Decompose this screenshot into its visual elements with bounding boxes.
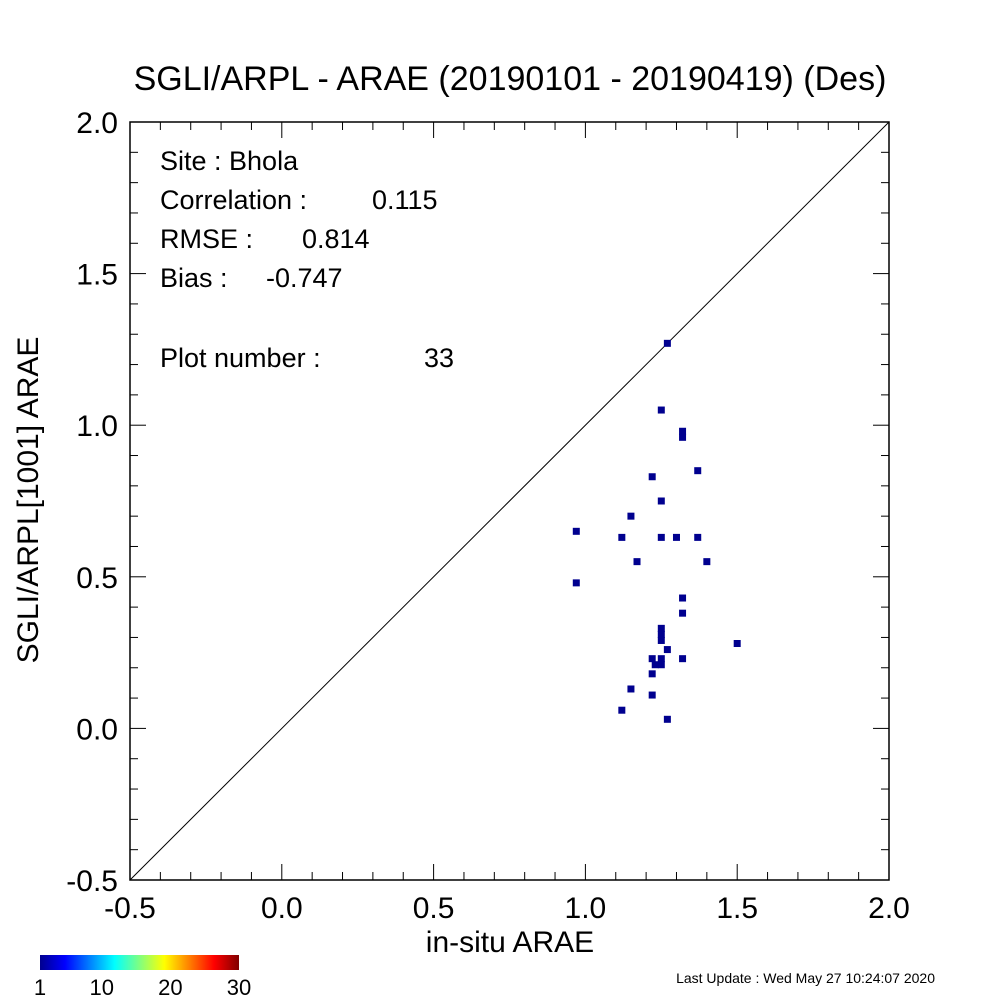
colorbar-tick-labels: 1 10 20 30: [34, 975, 251, 1000]
one-to-one-line: [130, 122, 889, 880]
plot-number-value: 33: [424, 343, 454, 373]
site-label: Site : Bhola: [160, 146, 299, 176]
data-point: [648, 473, 656, 481]
data-point: [633, 558, 641, 566]
data-point: [648, 655, 656, 663]
colorbar-tick-label: 30: [227, 975, 251, 1000]
plot-frame: [129, 121, 890, 881]
data-point: [572, 527, 580, 535]
data-point: [657, 661, 665, 669]
data-point: [627, 512, 635, 520]
data-point: [679, 433, 687, 441]
data-point: [618, 706, 626, 714]
data-point: [733, 640, 741, 648]
data-point: [657, 624, 665, 632]
axis-tick-labels: -0.5 0.0 0.5 1.0 1.5 2.0 -0.5 0.0 0.5 1.0 1.5 2.0: [66, 107, 910, 925]
data-point: [648, 670, 656, 678]
colorbar-tick-label: 1: [34, 975, 46, 1000]
bias-value: -0.747: [266, 263, 343, 293]
data-point: [657, 406, 665, 414]
y-tick-label: 2.0: [76, 107, 118, 140]
data-point: [663, 715, 671, 723]
x-tick-label: 1.0: [565, 892, 607, 925]
x-tick-label: 0.5: [413, 892, 455, 925]
x-tick-label: 0.0: [261, 892, 303, 925]
data-point: [679, 655, 687, 663]
bias-label: Bias :: [160, 263, 228, 293]
data-point: [657, 655, 665, 663]
colorbar-tick-label: 20: [158, 975, 182, 1000]
x-axis-label: in-situ ARAE: [426, 926, 594, 959]
data-point: [663, 646, 671, 654]
y-tick-label: 0.5: [76, 562, 118, 595]
y-tick-label: -0.5: [66, 865, 118, 898]
data-point: [679, 427, 687, 435]
data-point: [663, 339, 671, 347]
data-point: [651, 661, 659, 669]
plot-number-label: Plot number :: [160, 343, 321, 373]
last-update-text: Last Update : Wed May 27 10:24:07 2020: [676, 970, 935, 986]
data-point: [679, 594, 687, 602]
data-point: [572, 579, 580, 587]
data-point: [657, 533, 665, 541]
x-tick-label: -0.5: [104, 892, 156, 925]
y-tick-label: 1.5: [76, 259, 118, 292]
rmse-label: RMSE :: [160, 224, 253, 254]
data-point: [657, 497, 665, 505]
rmse-value: 0.814: [302, 224, 370, 254]
colorbar-tick-label: 10: [90, 975, 114, 1000]
data-point: [694, 533, 702, 541]
data-point: [694, 467, 702, 475]
data-point: [627, 685, 635, 693]
correlation-label: Correlation :: [160, 185, 307, 215]
y-tick-label: 0.0: [76, 713, 118, 746]
x-tick-label: 2.0: [868, 892, 910, 925]
chart-title: SGLI/ARPL - ARAE (20190101 - 20190419) (…: [134, 60, 887, 98]
data-point: [648, 691, 656, 699]
x-tick-label: 1.5: [716, 892, 758, 925]
y-axis-label: SGLI/ARPL[1001] ARAE: [12, 337, 45, 664]
colorbar: [40, 955, 239, 970]
correlation-value: 0.115: [372, 185, 438, 215]
data-point: [618, 533, 626, 541]
data-points: [572, 339, 741, 723]
data-point: [679, 609, 687, 617]
data-point: [703, 558, 711, 566]
data-point: [657, 636, 665, 644]
data-point: [657, 630, 665, 638]
data-point: [672, 533, 680, 541]
stats-box: Site : Bhola Correlation : 0.115 RMSE : …: [160, 146, 454, 373]
y-tick-label: 1.0: [76, 410, 118, 443]
